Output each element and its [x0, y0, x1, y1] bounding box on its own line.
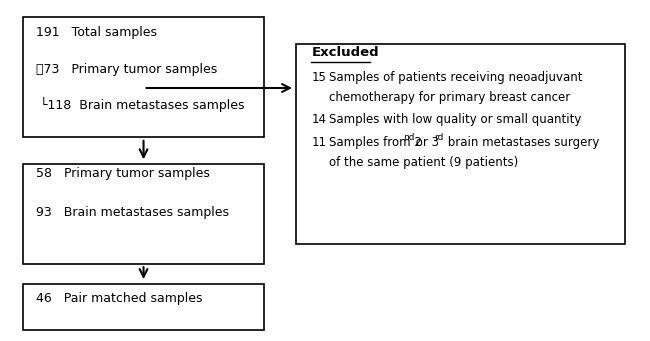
Text: 14: 14: [311, 113, 326, 125]
Text: chemotherapy for primary breast cancer: chemotherapy for primary breast cancer: [329, 91, 571, 104]
Text: Excluded: Excluded: [311, 46, 379, 59]
Text: 46   Pair matched samples: 46 Pair matched samples: [36, 292, 202, 305]
Text: Samples of patients receiving neoadjuvant: Samples of patients receiving neoadjuvan…: [329, 71, 582, 84]
Text: nd: nd: [402, 133, 414, 142]
Text: 58   Primary tumor samples: 58 Primary tumor samples: [36, 167, 210, 180]
Text: 15: 15: [311, 71, 326, 84]
Text: of the same patient (9 patients): of the same patient (9 patients): [329, 156, 519, 169]
Text: Samples from 2: Samples from 2: [329, 136, 422, 149]
Text: Samples with low quality or small quantity: Samples with low quality or small quanti…: [329, 113, 582, 125]
Text: 93   Brain metastases samples: 93 Brain metastases samples: [36, 206, 229, 219]
Text: rd: rd: [434, 133, 444, 142]
Text: brain metastases surgery: brain metastases surgery: [444, 136, 599, 149]
Text: ⌒73   Primary tumor samples: ⌒73 Primary tumor samples: [36, 63, 217, 76]
FancyBboxPatch shape: [23, 17, 264, 137]
Text: └118  Brain metastases samples: └118 Brain metastases samples: [40, 97, 245, 112]
Text: or 3: or 3: [412, 136, 439, 149]
FancyBboxPatch shape: [23, 284, 264, 330]
FancyBboxPatch shape: [296, 44, 625, 244]
Text: 11: 11: [311, 136, 326, 149]
FancyBboxPatch shape: [23, 164, 264, 264]
Text: 191   Total samples: 191 Total samples: [36, 26, 157, 39]
